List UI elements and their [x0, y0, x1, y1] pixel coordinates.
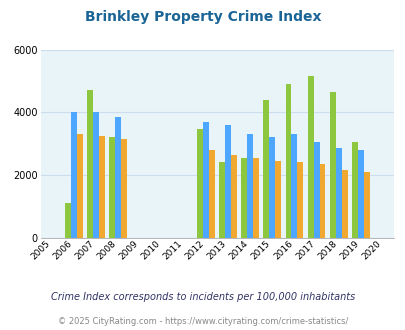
Bar — [225, 125, 231, 238]
Bar — [121, 139, 126, 238]
Bar — [319, 164, 325, 238]
Bar — [275, 161, 281, 238]
Bar — [247, 134, 253, 238]
Bar — [363, 172, 369, 238]
Bar — [231, 154, 237, 238]
Bar — [297, 162, 303, 238]
Bar — [65, 203, 70, 238]
Bar — [329, 92, 335, 238]
Bar — [335, 148, 341, 238]
Bar — [241, 158, 247, 238]
Bar — [307, 76, 313, 238]
Text: Crime Index corresponds to incidents per 100,000 inhabitants: Crime Index corresponds to incidents per… — [51, 292, 354, 302]
Bar — [197, 129, 202, 238]
Bar — [219, 162, 225, 238]
Bar — [341, 170, 347, 238]
Bar — [70, 112, 77, 238]
Bar — [93, 112, 98, 238]
Bar — [357, 150, 363, 238]
Bar — [263, 100, 269, 238]
Bar — [98, 136, 104, 238]
Bar — [269, 137, 275, 238]
Text: Brinkley Property Crime Index: Brinkley Property Crime Index — [85, 10, 320, 24]
Bar — [202, 122, 209, 238]
Bar — [351, 142, 357, 238]
Bar — [87, 90, 93, 238]
Bar — [115, 117, 121, 238]
Bar — [209, 150, 215, 238]
Text: © 2025 CityRating.com - https://www.cityrating.com/crime-statistics/: © 2025 CityRating.com - https://www.city… — [58, 317, 347, 326]
Bar — [253, 158, 259, 238]
Bar — [285, 84, 291, 238]
Bar — [109, 137, 115, 238]
Bar — [291, 134, 297, 238]
Bar — [77, 134, 83, 238]
Bar — [313, 142, 319, 238]
